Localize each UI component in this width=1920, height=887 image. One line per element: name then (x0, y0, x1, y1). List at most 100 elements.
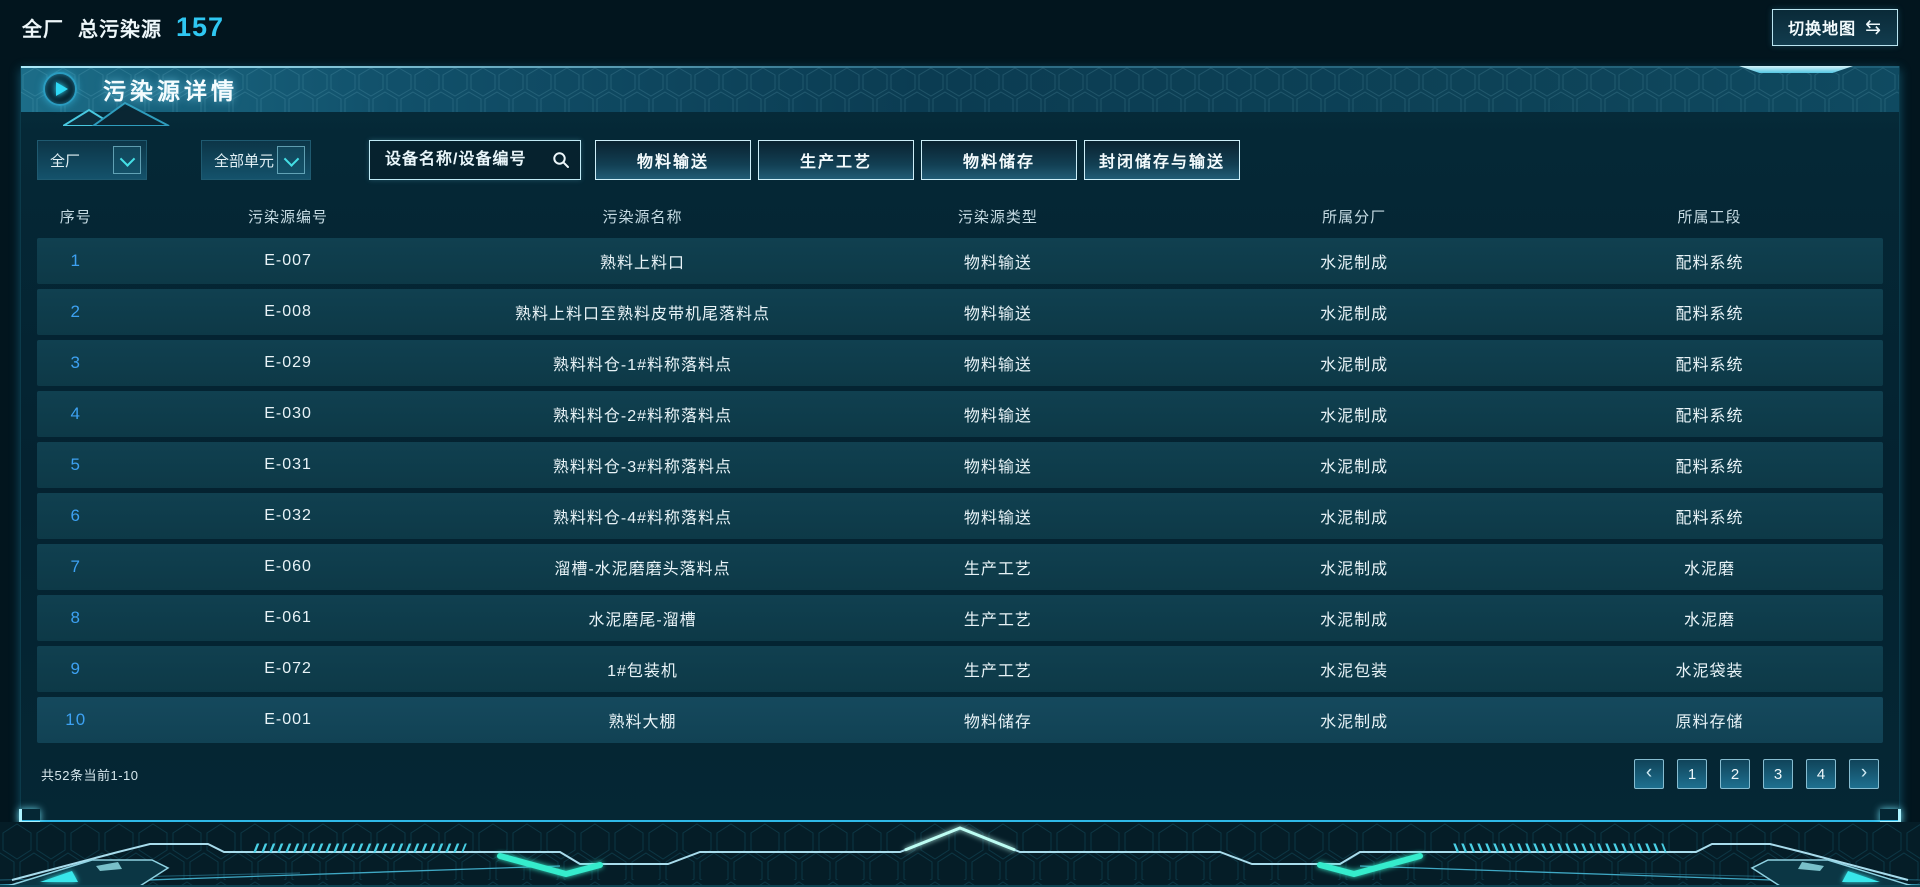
table-row[interactable]: 3 E-029 熟料料仓-1#料称落料点 物料输送 水泥制成 配料系统 (37, 340, 1883, 386)
search-icon[interactable] (552, 151, 570, 169)
row-index-cell: 8 (70, 608, 81, 627)
table-cell: E-061 (264, 609, 312, 626)
play-triangle-icon (55, 82, 68, 96)
total-pollution-label: 总污染源 (78, 18, 162, 41)
mountain-decoration (63, 101, 170, 126)
pagination-page-button[interactable]: 1 (1677, 759, 1707, 789)
row-index-cell: 4 (70, 404, 81, 423)
table-cell: 水泥袋装 (1675, 663, 1744, 680)
table-cell: E-008 (264, 303, 312, 320)
filter-type-button[interactable]: 物料储存 (921, 140, 1077, 180)
table-cell: 物料输送 (963, 306, 1032, 323)
table-cell: 水泥制成 (1320, 306, 1389, 323)
row-index-cell: 1 (70, 251, 81, 270)
table-row[interactable]: 5 E-031 熟料料仓-3#料称落料点 物料输送 水泥制成 配料系统 (37, 442, 1883, 488)
table-cell: 原料存储 (1675, 714, 1744, 731)
total-pollution-count: 157 (176, 11, 225, 42)
table-cell: E-030 (264, 405, 312, 422)
table-cell: 配料系统 (1675, 408, 1744, 425)
table-cell: 物料输送 (963, 459, 1032, 476)
record-count-text: 共52条当前1-10 (41, 767, 139, 783)
table-cell: 熟料上料口至熟料皮带机尾落料点 (514, 306, 770, 323)
table-cell: 配料系统 (1675, 357, 1744, 374)
titlebar-notch-decoration (1739, 66, 1853, 73)
table-row[interactable]: 4 E-030 熟料料仓-2#料称落料点 物料输送 水泥制成 配料系统 (37, 391, 1883, 437)
table-cell: 生产工艺 (963, 561, 1032, 578)
row-index-cell: 2 (70, 302, 81, 321)
table-footer: 共52条当前1-10 ‹ 1 2 3 4 › (41, 759, 1879, 789)
table-cell: 物料输送 (963, 510, 1032, 527)
table-cell: E-007 (264, 252, 312, 269)
dropdown-toggle[interactable] (113, 146, 141, 174)
table-cell: 熟料大棚 (608, 714, 677, 731)
table-cell: E-031 (264, 456, 312, 473)
table-cell: E-060 (264, 558, 312, 575)
table-cell: E-072 (264, 660, 312, 677)
table-cell: 物料输送 (963, 408, 1032, 425)
table-cell: 生产工艺 (963, 612, 1032, 629)
switch-map-label: 切换地图 (1788, 21, 1857, 38)
dropdown-toggle[interactable] (277, 146, 305, 174)
table-cell: 水泥制成 (1320, 255, 1389, 272)
table-cell: E-032 (264, 507, 312, 524)
plant-dropdown[interactable]: 全厂 (37, 140, 147, 180)
table-cell: 水泥制成 (1320, 408, 1389, 425)
table-cell: 物料输送 (963, 357, 1032, 374)
filter-type-button[interactable]: 物料输送 (595, 140, 751, 180)
pagination-page-button[interactable]: 4 (1806, 759, 1836, 789)
table-row[interactable]: 9 E-072 1#包装机 生产工艺 水泥包装 水泥袋装 (37, 646, 1883, 692)
table-cell: 熟料料仓-3#料称落料点 (552, 459, 733, 476)
table-row[interactable]: 10 E-001 熟料大棚 物料储存 水泥制成 原料存储 (37, 697, 1883, 743)
pollution-table: 序号 污染源编号 污染源名称 污染源类型 所属分厂 所属工段 1 E-007 熟料上料口 物料输… (37, 194, 1883, 743)
table-cell: 配料系统 (1675, 459, 1744, 476)
table-cell: 熟料料仓-1#料称落料点 (552, 357, 733, 374)
swap-arrows-icon: ⇆ (1865, 16, 1882, 38)
table-header-row: 序号 污染源编号 污染源名称 污染源类型 所属分厂 所属工段 (37, 194, 1883, 238)
row-index-cell: 3 (70, 353, 81, 372)
table-cell: 熟料上料口 (599, 255, 685, 272)
row-index-cell: 5 (70, 455, 81, 474)
pagination-next-button[interactable]: › (1849, 759, 1879, 789)
top-bar: 全厂 总污染源 157 切换地图 ⇆ (0, 0, 1920, 54)
table-cell: 溜槽-水泥磨磨头落料点 (554, 561, 731, 578)
table-cell: 熟料料仓-2#料称落料点 (552, 408, 733, 425)
table-cell: 物料输送 (963, 255, 1032, 272)
table-cell: 水泥制成 (1320, 714, 1389, 731)
chevron-down-icon (119, 150, 135, 167)
table-row[interactable]: 6 E-032 熟料料仓-4#料称落料点 物料输送 水泥制成 配料系统 (37, 493, 1883, 539)
pagination-page-button[interactable]: 2 (1720, 759, 1750, 789)
filter-type-button[interactable]: 封闭储存与输送 (1084, 140, 1240, 180)
plant-dropdown-value: 全厂 (50, 152, 81, 170)
table-cell: 水泥磨 (1683, 561, 1735, 578)
table-row[interactable]: 2 E-008 熟料上料口至熟料皮带机尾落料点 物料输送 水泥制成 配料系统 (37, 289, 1883, 335)
unit-dropdown-value: 全部单元 (214, 152, 275, 170)
table-cell: 配料系统 (1675, 510, 1744, 527)
device-search-input[interactable] (383, 150, 552, 170)
table-cell: 水泥制成 (1320, 561, 1389, 578)
pagination-prev-button[interactable]: ‹ (1634, 759, 1664, 789)
table-cell: 水泥磨 (1683, 612, 1735, 629)
table-row[interactable]: 1 E-007 熟料上料口 物料输送 水泥制成 配料系统 (37, 238, 1883, 284)
bottom-hud-decoration (0, 822, 1920, 887)
plant-scope-label: 全厂 (22, 18, 64, 41)
table-cell: 水泥制成 (1320, 510, 1389, 527)
column-header: 污染源名称 (602, 208, 683, 226)
table-cell: 水泥制成 (1320, 357, 1389, 374)
table-body: 1 E-007 熟料上料口 物料输送 水泥制成 配料系统 2 E-008 熟料上料口至熟料皮带机… (37, 238, 1883, 743)
pagination-page-button[interactable]: 3 (1763, 759, 1793, 789)
row-index-cell: 6 (70, 506, 81, 525)
table-row[interactable]: 8 E-061 水泥磨尾-溜槽 生产工艺 水泥制成 水泥磨 (37, 595, 1883, 641)
hex-pattern-decoration (21, 66, 1899, 112)
filter-type-button[interactable]: 生产工艺 (758, 140, 914, 180)
column-header: 所属分厂 (1322, 208, 1387, 226)
table-cell: 1#包装机 (607, 663, 678, 680)
switch-map-button[interactable]: 切换地图 ⇆ (1772, 8, 1898, 46)
panel-play-badge-icon (43, 72, 77, 106)
table-cell: 物料储存 (963, 714, 1032, 731)
table-row[interactable]: 7 E-060 溜槽-水泥磨磨头落料点 生产工艺 水泥制成 水泥磨 (37, 544, 1883, 590)
panel-title-bar: 污染源详情 (21, 66, 1899, 126)
unit-dropdown[interactable]: 全部单元 (201, 140, 311, 180)
table-cell: 配料系统 (1675, 306, 1744, 323)
